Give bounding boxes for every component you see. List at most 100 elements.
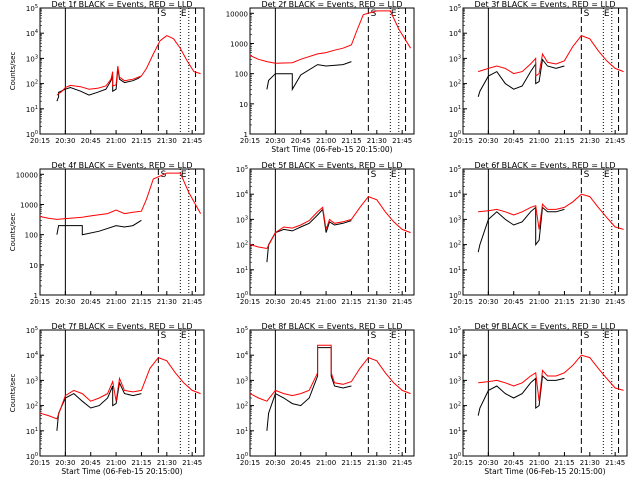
chart-panel-3: Det 3f BLACK = Events, RED = LLD 100 101 10… [449, 0, 628, 145]
x-tick-label: 21:45 [182, 298, 202, 306]
x-tick-label: 21:45 [392, 459, 412, 467]
y-tick-label: 103 [449, 54, 461, 63]
y-tick-label: 100 [449, 291, 461, 300]
y-tick-label: 101 [449, 427, 461, 436]
chart-panel-9: Det 9f BLACK = Events, RED = LLD 100 101 10… [449, 322, 628, 476]
series-events [56, 68, 142, 102]
x-tick-label: 21:45 [392, 298, 412, 306]
x-tick-label: 21:00 [529, 298, 549, 306]
x-tick-label: 20:45 [504, 137, 524, 145]
y-tick-label: 103 [26, 54, 38, 63]
x-tick-label: 20:15 [453, 298, 473, 306]
y-tick-label: 10 [29, 262, 38, 270]
x-tick-label: 20:45 [291, 298, 311, 306]
plot-frame [462, 7, 628, 135]
y-tick-label: 105 [449, 326, 461, 335]
x-tick-label: 20:30 [478, 137, 498, 145]
y-axis-label: Counts/sec [9, 52, 17, 91]
chart-panel-1: Det 1f BLACK = Events, RED = LLD 100 101 10… [9, 0, 205, 145]
series-lld [478, 193, 624, 230]
x-axis-label: Start Time (06-Feb-15 20:15:00) [484, 467, 605, 476]
y-tick-label: 101 [26, 105, 38, 114]
series-events [477, 206, 565, 253]
x-tick-label: 21:15 [131, 459, 151, 467]
x-tick-label: 20:30 [265, 137, 285, 145]
x-tick-label: 21:15 [341, 137, 361, 145]
marker-label-e: E [391, 9, 397, 19]
marker-label-s: S [584, 331, 590, 341]
x-tick-label: 21:45 [182, 137, 202, 145]
chart-panel-8: Det 8f BLACK = Events, RED = LLD 100 101 10… [236, 322, 415, 467]
marker-label-s: S [584, 9, 590, 19]
y-tick-label: 103 [449, 215, 461, 224]
y-tick-label: 104 [236, 190, 248, 199]
chart-title: Det 7f BLACK = Events, RED = LLD [51, 322, 192, 331]
marker-label-e: E [604, 331, 610, 341]
x-tick-label: 20:45 [81, 137, 101, 145]
x-tick-label: 21:30 [157, 298, 177, 306]
y-tick-label: 104 [449, 29, 461, 38]
plot-frame [39, 168, 205, 296]
y-tick-label: 100 [26, 130, 38, 139]
y-tick-label: 100 [236, 291, 248, 300]
series-lld [478, 35, 624, 77]
chart-panel-4: Det 4f BLACK = Events, RED = LLD 1 10 100 10… [9, 161, 205, 306]
marker-label-s: S [371, 331, 377, 341]
y-tick-label: 1 [244, 131, 248, 139]
x-tick-label: 21:45 [605, 459, 625, 467]
x-tick-label: 20:15 [30, 137, 50, 145]
x-tick-label: 20:15 [30, 459, 50, 467]
x-tick-label: 21:00 [106, 459, 126, 467]
marker-label-s: S [371, 170, 377, 180]
series-lld [39, 357, 201, 420]
x-tick-label: 21:45 [605, 137, 625, 145]
x-tick-label: 21:00 [316, 298, 336, 306]
x-tick-label: 21:30 [580, 298, 600, 306]
x-tick-label: 21:00 [529, 137, 549, 145]
x-tick-label: 20:30 [478, 459, 498, 467]
marker-label-e: E [181, 331, 187, 341]
y-tick-label: 105 [26, 326, 38, 335]
series-lld [249, 344, 411, 402]
x-tick-label: 21:00 [316, 459, 336, 467]
x-tick-label: 21:30 [367, 137, 387, 145]
y-tick-label: 1 [34, 292, 38, 300]
plot-frame [39, 7, 205, 135]
marker-label-e: E [181, 170, 187, 180]
x-tick-label: 21:45 [605, 298, 625, 306]
series-lld [56, 35, 201, 96]
chart-title: Det 4f BLACK = Events, RED = LLD [51, 161, 192, 170]
y-tick-label: 102 [449, 241, 461, 250]
x-tick-label: 21:45 [182, 459, 202, 467]
chart-panel-7: Det 7f BLACK = Events, RED = LLD 100 101 10… [9, 322, 205, 476]
series-events [266, 61, 352, 92]
y-tick-label: 102 [236, 241, 248, 250]
x-tick-label: 20:45 [81, 459, 101, 467]
y-tick-label: 102 [449, 402, 461, 411]
x-tick-label: 20:30 [55, 298, 75, 306]
plot-frame [249, 168, 415, 296]
series-lld [249, 10, 412, 64]
x-tick-label: 20:15 [240, 137, 260, 145]
x-tick-label: 20:45 [504, 459, 524, 467]
x-tick-label: 20:45 [291, 137, 311, 145]
x-tick-label: 21:30 [580, 459, 600, 467]
y-tick-label: 101 [449, 266, 461, 275]
x-tick-label: 21:00 [106, 137, 126, 145]
y-tick-label: 103 [236, 376, 248, 385]
x-tick-label: 20:45 [81, 298, 101, 306]
marker-label-e: E [604, 170, 610, 180]
marker-label-e: E [604, 9, 610, 19]
y-tick-label: 100 [236, 452, 248, 461]
y-tick-label: 101 [236, 266, 248, 275]
y-tick-label: 105 [236, 165, 248, 174]
x-tick-label: 20:15 [453, 137, 473, 145]
chart-panel-6: Det 6f BLACK = Events, RED = LLD 100 101 10… [449, 161, 628, 306]
x-tick-label: 20:30 [265, 298, 285, 306]
plot-frame [39, 329, 205, 457]
y-tick-label: 103 [449, 376, 461, 385]
series-lld [478, 354, 624, 402]
x-tick-label: 20:15 [240, 298, 260, 306]
y-tick-label: 101 [236, 427, 248, 436]
